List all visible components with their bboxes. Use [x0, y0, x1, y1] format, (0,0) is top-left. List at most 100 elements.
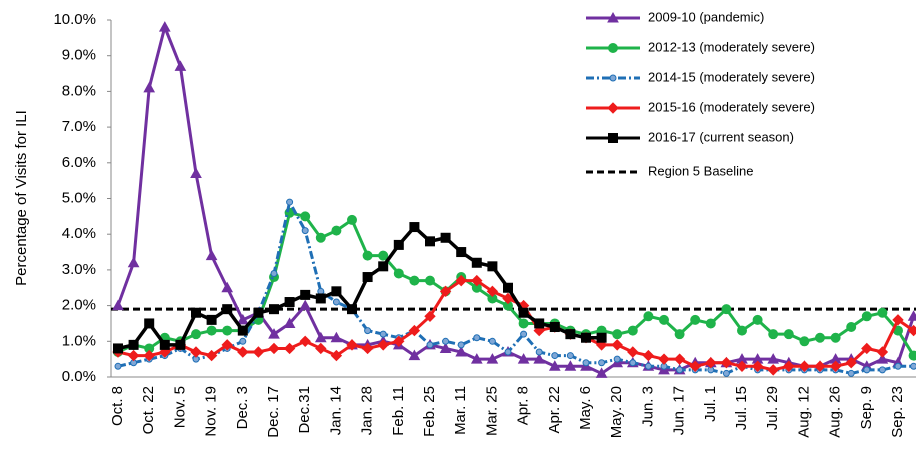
- marker: [486, 353, 499, 364]
- marker: [175, 339, 186, 350]
- marker: [408, 349, 421, 361]
- marker: [629, 359, 637, 367]
- marker: [659, 314, 669, 325]
- marker: [315, 293, 326, 304]
- marker: [612, 329, 623, 340]
- marker: [814, 360, 826, 372]
- marker: [347, 304, 357, 315]
- marker: [455, 274, 467, 287]
- y-tick-label: 2.0%: [62, 297, 96, 314]
- marker: [596, 332, 607, 343]
- x-tick-label: Jun. 3: [639, 386, 656, 427]
- marker: [331, 225, 342, 236]
- marker: [830, 332, 841, 343]
- marker: [722, 369, 730, 377]
- x-tick-label: Aug. 26: [827, 386, 844, 438]
- marker: [331, 286, 342, 297]
- x-tick-label: Apr. 22: [546, 386, 563, 434]
- x-tick-label: Jun. 17: [671, 386, 688, 435]
- marker: [488, 337, 496, 345]
- marker: [611, 339, 623, 351]
- marker: [674, 329, 685, 340]
- marker: [408, 324, 421, 337]
- marker: [378, 261, 389, 272]
- marker: [566, 352, 574, 360]
- marker: [362, 250, 373, 261]
- series-line: [117, 197, 914, 376]
- legend-label: 2009-10 (pandemic): [648, 9, 764, 24]
- legend-label: 2016-17 (current season): [648, 129, 794, 144]
- marker: [720, 357, 733, 369]
- marker: [737, 325, 747, 336]
- marker: [721, 304, 732, 315]
- legend-marker: [608, 133, 618, 143]
- marker: [393, 335, 405, 348]
- marker: [191, 307, 201, 318]
- marker: [346, 339, 358, 351]
- legend-label: 2012-13 (moderately severe): [648, 39, 815, 54]
- series-line: [117, 224, 602, 351]
- marker: [907, 310, 916, 321]
- x-tick-label: Mar. 25: [483, 386, 500, 436]
- marker: [330, 331, 343, 343]
- marker: [534, 318, 545, 329]
- legend-marker: [607, 102, 619, 114]
- marker: [504, 348, 512, 356]
- marker: [829, 360, 842, 372]
- marker: [283, 342, 296, 355]
- marker: [330, 349, 343, 362]
- marker: [471, 257, 482, 268]
- y-tick-label: 8.0%: [62, 82, 96, 99]
- x-tick-label: May. 20: [608, 386, 625, 438]
- x-tick-label: Oct. 22: [140, 386, 157, 434]
- marker: [644, 362, 652, 370]
- marker: [518, 318, 529, 329]
- marker: [283, 317, 296, 328]
- series-line: [116, 22, 916, 376]
- marker: [425, 275, 435, 286]
- marker: [268, 328, 280, 339]
- marker: [378, 250, 389, 261]
- marker: [361, 342, 374, 355]
- marker: [379, 330, 387, 338]
- marker: [863, 366, 871, 374]
- x-tick-label: Nov. 5: [171, 386, 188, 428]
- y-tick-label: 0.0%: [62, 368, 96, 385]
- marker: [799, 336, 810, 347]
- marker: [299, 335, 311, 348]
- x-tick-label: Oct. 8: [109, 386, 126, 426]
- x-tick-label: Dec. 17: [265, 386, 282, 438]
- marker: [598, 359, 606, 367]
- marker: [301, 227, 309, 235]
- marker: [673, 353, 686, 365]
- marker: [425, 236, 435, 247]
- marker: [442, 337, 450, 345]
- marker: [237, 346, 249, 358]
- marker: [689, 360, 701, 372]
- x-tick-label: Jul. 15: [733, 386, 750, 430]
- x-tick-label: Feb. 25: [421, 386, 438, 437]
- x-tick-label: Jan. 14: [327, 386, 344, 435]
- marker: [627, 325, 638, 336]
- marker: [347, 214, 357, 225]
- marker: [767, 353, 780, 364]
- marker: [846, 322, 857, 333]
- y-axis-label: Percentage of Visits for ILI: [13, 110, 30, 286]
- marker: [112, 299, 124, 311]
- y-tick-label: 4.0%: [62, 225, 96, 242]
- legend-label: 2014-15 (moderately severe): [648, 69, 815, 84]
- marker: [910, 362, 916, 370]
- x-tick-label: Sep. 9: [858, 386, 875, 429]
- marker: [206, 314, 217, 325]
- x-tick-label: Jul. 29: [764, 386, 781, 430]
- marker: [690, 314, 701, 325]
- marker: [205, 249, 218, 261]
- marker: [518, 307, 529, 318]
- marker: [127, 349, 140, 362]
- legend-marker: [607, 11, 619, 23]
- marker: [798, 360, 811, 372]
- legend-label: 2015-16 (moderately severe): [648, 99, 815, 114]
- marker: [767, 364, 779, 376]
- marker: [159, 339, 170, 350]
- marker: [581, 332, 591, 343]
